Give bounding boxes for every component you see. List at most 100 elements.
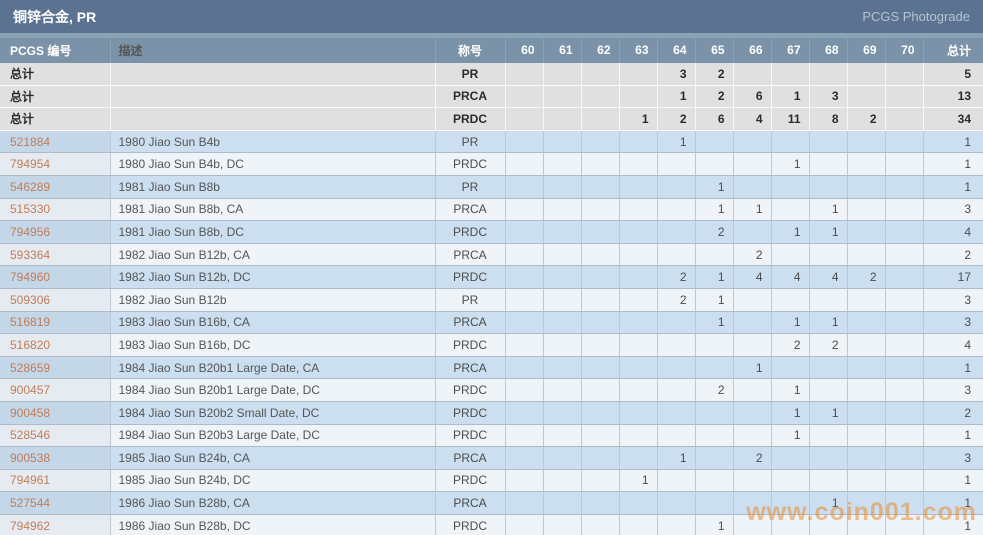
grade-cell-63 — [619, 424, 658, 448]
description-cell: 1983 Jiao Sun B16b, DC — [110, 333, 436, 357]
description-cell: 1981 Jiao Sun B8b — [110, 175, 436, 199]
pcgs-number-link[interactable]: 900538 — [10, 450, 51, 465]
grade-cell-68 — [809, 469, 848, 493]
designation-cell: PRDC — [435, 424, 506, 448]
table-header-row: PCGS 编号 描述 称号 60 61 62 63 64 65 66 67 68 69 70 总计 — [0, 33, 983, 63]
grade-cell-67 — [771, 469, 810, 493]
total-row: 总计 PRCA 1 2 6 1 3 13 — [0, 85, 983, 109]
grade-cell-70 — [885, 514, 924, 535]
grade-cell-64 — [657, 152, 696, 176]
grade-cell-65 — [695, 401, 734, 425]
pcgs-number-link[interactable]: 794954 — [10, 157, 51, 172]
grade-cell-69 — [847, 130, 886, 154]
description-cell: 1980 Jiao Sun B4b — [110, 130, 436, 154]
grade-cell-62 — [581, 469, 620, 493]
grade-cell-69 — [847, 243, 886, 267]
designation-cell: PRDC — [435, 469, 506, 493]
grade-cell-64 — [657, 401, 696, 425]
col-header-description: 描述 — [110, 33, 436, 63]
grade-cell-67 — [771, 356, 810, 380]
grade-cell-64: 1 — [657, 85, 696, 109]
pcgs-number-cell: 794956 — [0, 220, 111, 244]
table-row: 527544 1986 Jiao Sun B28b, CA PRCA 1 1 — [0, 491, 983, 515]
grade-cell-64 — [657, 378, 696, 402]
pcgs-number-cell: 546289 — [0, 175, 111, 199]
grade-cell-61 — [543, 491, 582, 515]
col-header-total: 总计 — [923, 33, 983, 63]
grade-cell-67: 4 — [771, 265, 810, 289]
pcgs-number-link[interactable]: 515330 — [10, 202, 51, 217]
pcgs-number-link[interactable]: 794962 — [10, 518, 51, 533]
grade-cell-65: 2 — [695, 378, 734, 402]
pcgs-number-link[interactable]: 516820 — [10, 337, 51, 352]
grade-cell-63 — [619, 333, 658, 357]
photograde-link[interactable]: PCGS Photograde — [862, 9, 970, 24]
grade-cell-70 — [885, 62, 924, 86]
col-header-grade-61: 61 — [543, 33, 582, 63]
grade-cell-64: 1 — [657, 446, 696, 470]
pcgs-number-link[interactable]: 546289 — [10, 179, 51, 194]
table-row: 516820 1983 Jiao Sun B16b, DC PRDC 2 2 4 — [0, 333, 983, 357]
pcgs-number-link[interactable]: 794961 — [10, 473, 51, 488]
grade-cell-66 — [733, 514, 772, 535]
grade-cell-67: 1 — [771, 220, 810, 244]
grade-cell-66: 2 — [733, 243, 772, 267]
total-row: 总计 PRDC 1 2 6 4 11 8 2 34 — [0, 107, 983, 131]
designation-cell: PRCA — [435, 491, 506, 515]
grade-cell-70 — [885, 446, 924, 470]
grade-cell-63 — [619, 85, 658, 109]
grade-cell-69 — [847, 401, 886, 425]
grade-cell-65: 1 — [695, 514, 734, 535]
grade-cell-65: 1 — [695, 288, 734, 312]
grade-cell-65 — [695, 130, 734, 154]
total-cell: 3 — [923, 378, 983, 402]
pcgs-number-link[interactable]: 521884 — [10, 134, 51, 149]
grade-cell-61 — [543, 107, 582, 131]
pcgs-number-link[interactable]: 509306 — [10, 292, 51, 307]
pcgs-number-link[interactable]: 528659 — [10, 360, 51, 375]
designation-cell: PRCA — [435, 311, 506, 335]
pcgs-number-link[interactable]: 528546 — [10, 428, 51, 443]
grade-cell-66 — [733, 220, 772, 244]
total-cell: 3 — [923, 288, 983, 312]
grade-cell-67 — [771, 288, 810, 312]
pcgs-number-link[interactable]: 900457 — [10, 383, 51, 398]
pcgs-number-link[interactable]: 527544 — [10, 496, 51, 511]
pcgs-number-link[interactable]: 593364 — [10, 247, 51, 262]
total-cell: 5 — [923, 62, 983, 86]
pcgs-number-link[interactable]: 516819 — [10, 315, 51, 330]
grade-cell-61 — [543, 175, 582, 199]
grade-cell-69 — [847, 446, 886, 470]
table-row: 794962 1986 Jiao Sun B28b, DC PRDC 1 1 — [0, 514, 983, 535]
grade-cell-63 — [619, 130, 658, 154]
grade-cell-66 — [733, 152, 772, 176]
grade-cell-70 — [885, 85, 924, 109]
grade-cell-66 — [733, 62, 772, 86]
pcgs-number-link[interactable]: 900458 — [10, 405, 51, 420]
table-row: 794961 1985 Jiao Sun B24b, DC PRDC 1 1 — [0, 469, 983, 493]
grade-cell-60 — [505, 469, 544, 493]
grade-cell-68 — [809, 424, 848, 448]
grade-cell-62 — [581, 401, 620, 425]
grade-cell-61 — [543, 333, 582, 357]
grade-cell-67: 1 — [771, 85, 810, 109]
pcgs-number-link[interactable]: 794960 — [10, 270, 51, 285]
grade-cell-63 — [619, 62, 658, 86]
grade-cell-64 — [657, 198, 696, 222]
grade-cell-61 — [543, 152, 582, 176]
grade-cell-60 — [505, 333, 544, 357]
description-cell: 1983 Jiao Sun B16b, CA — [110, 311, 436, 335]
pcgs-number-link[interactable]: 794956 — [10, 224, 51, 239]
grade-cell-60 — [505, 220, 544, 244]
grade-cell-65: 2 — [695, 62, 734, 86]
grade-cell-70 — [885, 243, 924, 267]
designation-cell: PRCA — [435, 85, 506, 109]
grade-cell-67 — [771, 514, 810, 535]
table-row: 593364 1982 Jiao Sun B12b, CA PRCA 2 2 — [0, 243, 983, 267]
grade-cell-61 — [543, 62, 582, 86]
total-row-label: 总计 — [0, 107, 111, 131]
grade-cell-70 — [885, 198, 924, 222]
grade-cell-69 — [847, 424, 886, 448]
grade-cell-64: 1 — [657, 130, 696, 154]
grade-cell-68 — [809, 130, 848, 154]
